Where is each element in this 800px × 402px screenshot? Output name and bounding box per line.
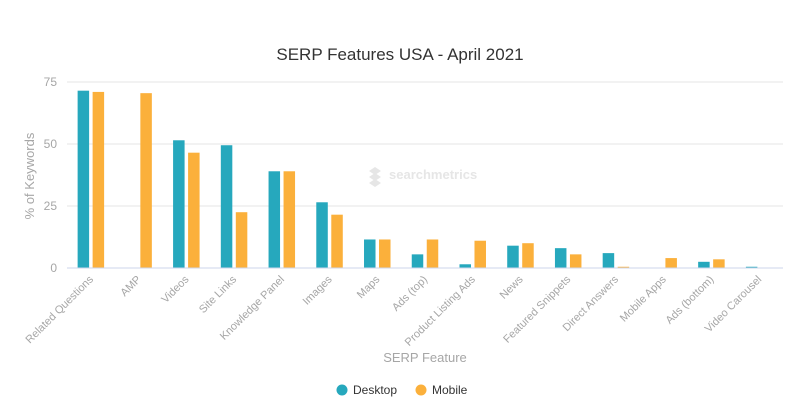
- bar-desktop: [602, 253, 615, 268]
- bar-mobile: [426, 239, 439, 268]
- bar-desktop: [411, 254, 424, 268]
- legend-label: Mobile: [432, 383, 468, 397]
- legend: Desktop Mobile: [336, 383, 468, 397]
- legend-marker: [415, 384, 427, 396]
- y-tick-label: 50: [44, 137, 58, 151]
- bar-desktop: [268, 171, 281, 268]
- bar-mobile: [522, 243, 534, 268]
- y-axis-title: % of Keywords: [22, 132, 37, 219]
- bar-mobile: [283, 171, 296, 268]
- bar-mobile: [713, 259, 725, 268]
- x-tick-label: Site Links: [197, 273, 240, 316]
- watermark-logo-icon: [369, 167, 381, 187]
- chart-title: SERP Features USA - April 2021: [276, 45, 523, 64]
- watermark-text: searchmetrics: [389, 167, 477, 182]
- bar-mobile: [140, 93, 152, 268]
- bar-mobile: [379, 239, 391, 268]
- bar-desktop: [316, 202, 328, 268]
- x-tick-label: Mobile Apps: [618, 273, 669, 324]
- bar-desktop: [698, 261, 710, 268]
- x-tick-label: Videos: [159, 273, 191, 305]
- bar-desktop: [745, 266, 758, 268]
- y-tick-label: 75: [44, 75, 58, 89]
- bar-mobile: [92, 91, 105, 268]
- bar-mobile: [569, 254, 582, 268]
- bar-desktop: [364, 239, 376, 268]
- legend-label: Desktop: [353, 383, 397, 397]
- bar-desktop: [173, 140, 185, 268]
- x-tick-label: News: [498, 273, 526, 301]
- x-tick-label: Ads (bottom): [664, 274, 717, 327]
- y-tick-label: 0: [50, 261, 57, 275]
- bars: [77, 90, 758, 269]
- bar-mobile: [474, 240, 486, 268]
- bar-mobile: [235, 212, 248, 268]
- x-tick-label: AMP: [118, 274, 143, 299]
- bar-mobile: [617, 266, 630, 268]
- legend-item-desktop[interactable]: Desktop: [336, 383, 398, 397]
- bar-mobile: [188, 152, 200, 268]
- bar-desktop: [554, 248, 567, 268]
- watermark: searchmetrics: [369, 167, 477, 187]
- x-tick-label: Related Questions: [24, 273, 97, 346]
- bar-desktop: [459, 264, 471, 268]
- grid-lines: [67, 81, 783, 207]
- legend-item-mobile[interactable]: Mobile: [415, 383, 468, 397]
- x-tick-label: Maps: [355, 273, 383, 301]
- x-tick-label: Ads (top): [390, 274, 430, 314]
- bar-mobile: [331, 214, 343, 268]
- legend-marker: [336, 384, 348, 396]
- bar-desktop: [507, 245, 519, 268]
- y-tick-label: 25: [44, 199, 58, 213]
- bar-desktop: [77, 90, 90, 269]
- x-tick-label: Images: [301, 273, 335, 307]
- y-axis-ticks: 0 25 50 75: [44, 75, 58, 275]
- x-axis-title: SERP Feature: [383, 350, 467, 365]
- bar-mobile: [665, 258, 677, 268]
- x-axis-ticks: Related Questions AMP Videos Site LinksKnow…: [24, 273, 765, 348]
- bar-desktop: [220, 145, 233, 268]
